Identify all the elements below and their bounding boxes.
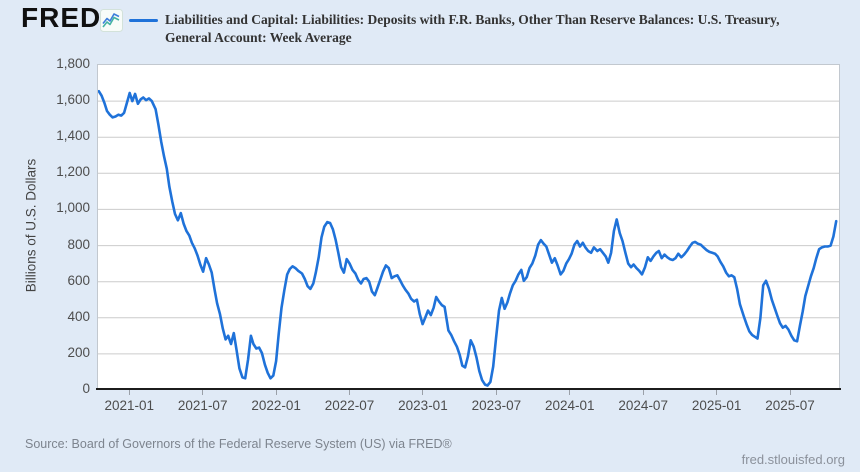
y-tick-label: 600 [67,272,90,288]
x-tick-label: 2025-07 [765,398,815,413]
x-tick-label: 2023-07 [471,398,522,413]
x-tick-label: 2021-07 [177,398,228,413]
legend: Liabilities and Capital: Liabilities: De… [129,11,860,47]
x-tick-label: 2022-01 [251,398,301,413]
x-tick-mark [569,390,571,395]
x-tick-mark [716,390,718,395]
chart-plot-area [97,64,840,390]
x-tick-mark [128,390,130,395]
fred-sparkline-icon [100,9,123,32]
x-tick-label: 2025-01 [691,398,742,413]
y-tick-label: 1,400 [56,128,90,144]
x-tick-label: 2021-01 [104,398,155,413]
x-tick-mark [642,390,644,395]
y-tick-label: 400 [67,308,90,324]
chart-svg [98,89,839,387]
source-note: Source: Board of Governors of the Federa… [25,437,452,451]
x-tick-mark [349,390,351,395]
y-tick-label: 200 [67,344,90,360]
x-tick-label: 2023-01 [398,398,448,413]
y-tick-label: 800 [67,236,90,252]
fred-logo[interactable]: FRED [21,2,108,33]
x-tick-mark [275,390,277,395]
x-tick-label: 2022-07 [324,398,375,413]
x-tick-label: 2024-01 [544,398,595,413]
series-title-line2: General Account: Week Average [165,30,352,45]
fred-logo-text: FRED [21,2,102,33]
y-tick-label: 1,600 [56,92,90,108]
x-axis-line [96,388,841,390]
y-tick-label: 1,200 [56,164,90,180]
x-tick-mark [789,390,791,395]
series-title: Liabilities and Capital: Liabilities: De… [165,11,860,47]
x-tick-mark [202,390,204,395]
x-tick-mark [422,390,424,395]
series-legend-dash-icon [129,19,158,22]
y-tick-label: 1,000 [56,200,90,216]
x-tick-mark [495,390,497,395]
series-title-line1: Liabilities and Capital: Liabilities: De… [165,12,780,27]
y-tick-label: 1,800 [56,56,90,71]
fred-stlouisfed-link[interactable]: fred.stlouisfed.org [741,452,845,467]
x-tick-label: 2024-07 [618,398,668,413]
y-tick-label: 0 [82,381,90,396]
